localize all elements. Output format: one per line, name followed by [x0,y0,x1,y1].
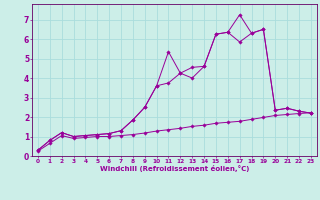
X-axis label: Windchill (Refroidissement éolien,°C): Windchill (Refroidissement éolien,°C) [100,165,249,172]
